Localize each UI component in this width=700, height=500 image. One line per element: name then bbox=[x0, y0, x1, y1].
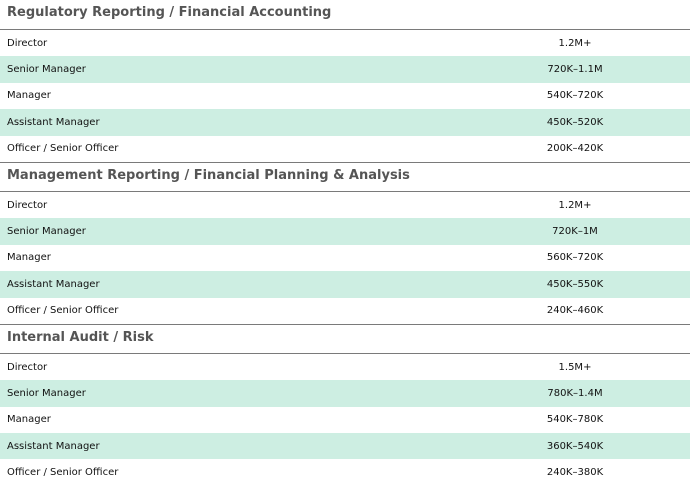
table-row: Assistant Manager 360K–540K bbox=[0, 433, 690, 460]
salary-range: 720K–1.1M bbox=[547, 64, 603, 76]
table-row: Officer / Senior Officer 240K–380K bbox=[0, 459, 690, 485]
role-label: Manager bbox=[7, 414, 51, 426]
salary-range: 540K–720K bbox=[546, 90, 604, 102]
role-label: Director bbox=[7, 37, 48, 49]
salary-section-internal-audit: Internal Audit / Risk Director 1.5M+ Sen… bbox=[0, 323, 690, 486]
role-label: Manager bbox=[7, 252, 51, 264]
role-label: Senior Manager bbox=[7, 387, 86, 399]
role-label: Assistant Manager bbox=[7, 116, 100, 128]
table-row: Officer / Senior Officer 200K–420K bbox=[0, 136, 690, 162]
role-label: Officer / Senior Officer bbox=[7, 143, 119, 155]
salary-range: 780K–1.4M bbox=[547, 387, 603, 399]
table-row: Director 1.2M+ bbox=[0, 192, 690, 218]
role-label: Senior Manager bbox=[7, 64, 86, 76]
salary-range: 540K–780K bbox=[546, 414, 604, 426]
role-label: Officer / Senior Officer bbox=[7, 305, 119, 317]
table-row: Manager 540K–720K bbox=[0, 83, 690, 109]
table-row: Senior Manager 720K–1.1M bbox=[0, 56, 690, 83]
salary-range: 360K–540K bbox=[546, 440, 604, 452]
role-label: Senior Manager bbox=[7, 226, 86, 238]
role-label: Officer / Senior Officer bbox=[7, 467, 119, 479]
section-title: Internal Audit / Risk bbox=[0, 323, 690, 354]
role-label: Assistant Manager bbox=[7, 278, 100, 290]
table-row: Officer / Senior Officer 240K–460K bbox=[0, 298, 690, 324]
table-row: Assistant Manager 450K–520K bbox=[0, 109, 690, 136]
salary-range: 1.2M+ bbox=[558, 37, 592, 49]
table-row: Senior Manager 720K–1M bbox=[0, 218, 690, 245]
table-row: Director 1.2M+ bbox=[0, 30, 690, 56]
table-row: Assistant Manager 450K–550K bbox=[0, 271, 690, 298]
salary-range: 1.5M+ bbox=[558, 361, 592, 373]
salary-section-management-reporting: Management Reporting / Financial Plannin… bbox=[0, 161, 690, 324]
table-row: Director 1.5M+ bbox=[0, 354, 690, 380]
role-label: Manager bbox=[7, 90, 51, 102]
role-label: Director bbox=[7, 361, 48, 373]
section-title: Management Reporting / Financial Plannin… bbox=[0, 161, 690, 192]
salary-range: 450K–550K bbox=[546, 278, 604, 290]
salary-section-regulatory-reporting: Regulatory Reporting / Financial Account… bbox=[0, 0, 690, 162]
salary-range: 240K–460K bbox=[546, 305, 604, 317]
salary-range: 240K–380K bbox=[546, 467, 604, 479]
table-row: Senior Manager 780K–1.4M bbox=[0, 380, 690, 407]
salary-range: 720K–1M bbox=[552, 226, 598, 238]
salary-range: 560K–720K bbox=[546, 252, 604, 264]
salary-range: 450K–520K bbox=[546, 116, 604, 128]
table-row: Manager 560K–720K bbox=[0, 245, 690, 271]
salary-range: 1.2M+ bbox=[558, 199, 592, 211]
salary-range: 200K–420K bbox=[546, 143, 604, 155]
section-title: Regulatory Reporting / Financial Account… bbox=[0, 0, 690, 30]
role-label: Assistant Manager bbox=[7, 440, 100, 452]
table-row: Manager 540K–780K bbox=[0, 407, 690, 433]
role-label: Director bbox=[7, 199, 48, 211]
